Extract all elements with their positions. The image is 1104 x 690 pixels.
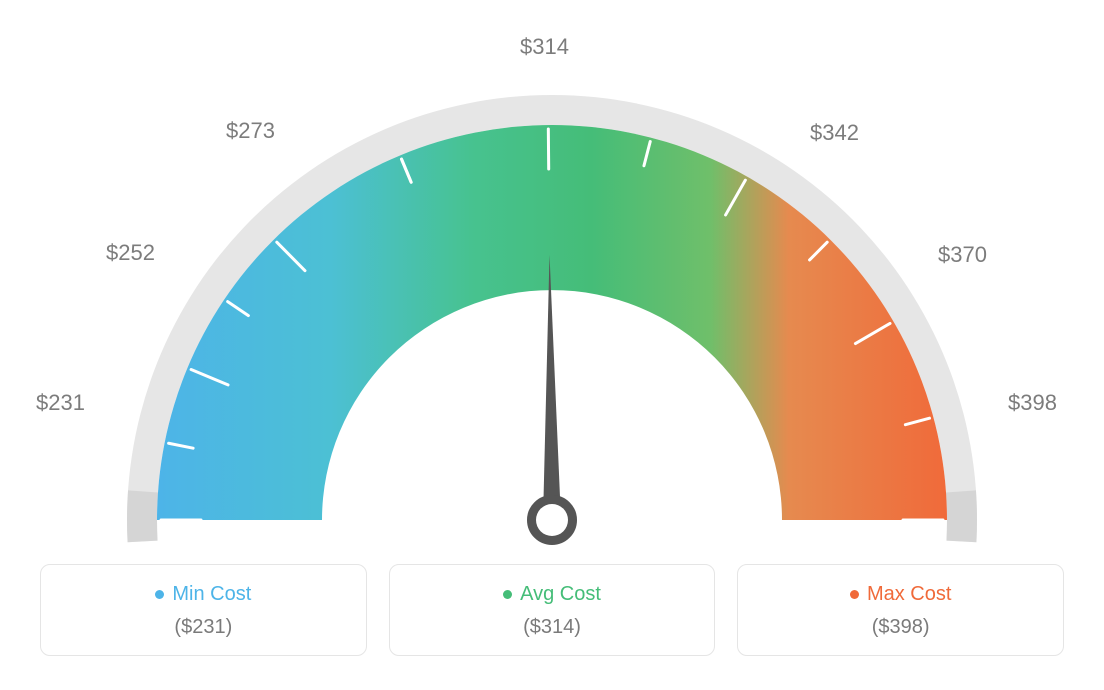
min-cost-label-row: Min Cost	[51, 583, 356, 606]
gauge-tick-label: $231	[36, 390, 85, 416]
cost-gauge-chart: $231 $252 $273 $314 $342 $370 $398 Min Cost ($…	[0, 0, 1104, 690]
gauge-tick-label: $252	[106, 240, 155, 266]
gauge-tick-label: $314	[520, 34, 569, 60]
gauge-tick-label: $370	[938, 242, 987, 268]
avg-cost-label-row: Avg Cost	[400, 583, 705, 606]
summary-cards: Min Cost ($231) Avg Cost ($314) Max Cost…	[0, 564, 1104, 656]
gauge-svg	[0, 0, 1104, 560]
gauge-tick-label: $342	[810, 120, 859, 146]
max-cost-value: ($398)	[748, 616, 1053, 639]
avg-cost-dot	[503, 590, 512, 599]
avg-cost-value: ($314)	[400, 616, 705, 639]
gauge-area: $231 $252 $273 $314 $342 $370 $398	[0, 0, 1104, 560]
max-cost-card: Max Cost ($398)	[737, 564, 1064, 656]
min-cost-dot	[155, 590, 164, 599]
max-cost-label: Max Cost	[867, 583, 951, 606]
gauge-tick-label: $398	[1008, 390, 1057, 416]
min-cost-value: ($231)	[51, 616, 356, 639]
avg-cost-card: Avg Cost ($314)	[389, 564, 716, 656]
gauge-tick-label: $273	[226, 118, 275, 144]
avg-cost-label: Avg Cost	[520, 583, 601, 606]
max-cost-dot	[850, 590, 859, 599]
max-cost-label-row: Max Cost	[748, 583, 1053, 606]
min-cost-card: Min Cost ($231)	[40, 564, 367, 656]
min-cost-label: Min Cost	[172, 583, 251, 606]
